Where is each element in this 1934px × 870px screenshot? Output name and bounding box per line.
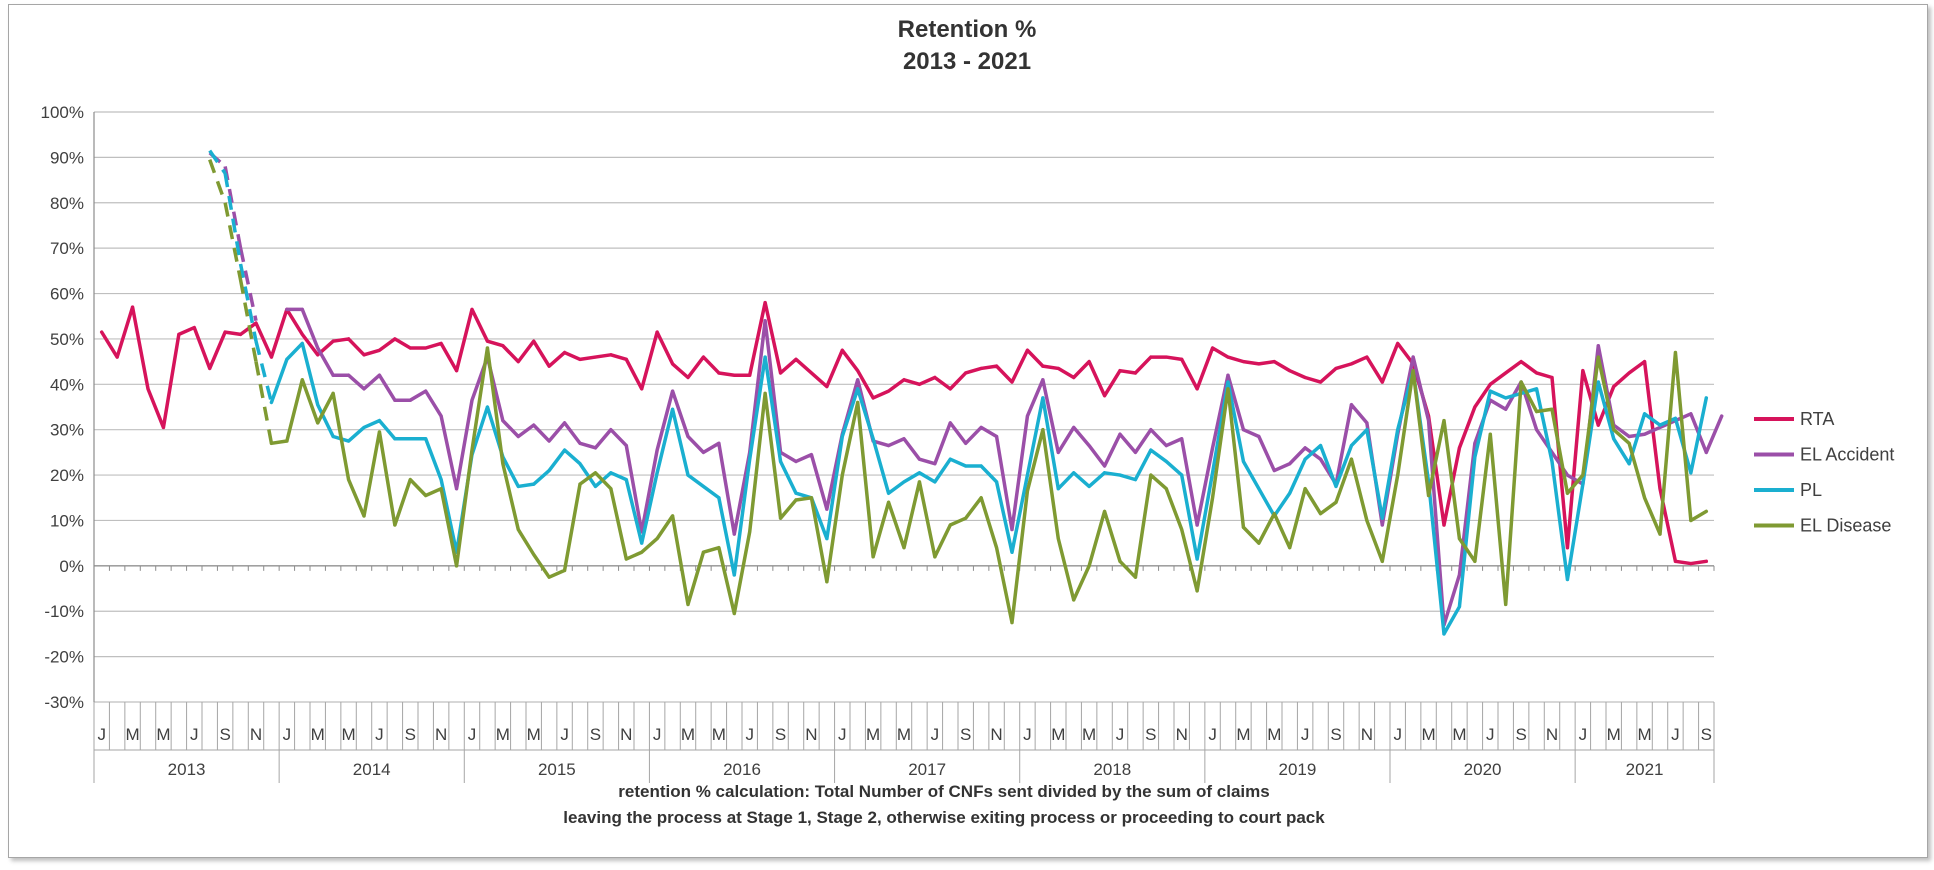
x-month-label: M [1236,725,1250,744]
footnote-line-2: leaving the process at Stage 1, Stage 2,… [563,808,1325,827]
x-year-label: 2018 [1093,760,1131,779]
x-month-label: M [897,725,911,744]
x-month-label: J [1116,725,1125,744]
x-month-label: N [1361,725,1373,744]
y-tick-label: -30% [44,693,84,712]
series-rta [99,300,1709,566]
legend: RTA EL Accident PL EL Disease [1754,409,1894,536]
x-month-label: M [496,725,510,744]
x-month-label: M [1452,725,1466,744]
x-month-label: J [1208,725,1217,744]
x-year-label: 2017 [908,760,946,779]
x-month-label: M [1051,725,1065,744]
retention-line-chart: Retention % 2013 - 2021 100% 90% 80% 70% 60%… [41,16,1895,827]
y-tick-label: 90% [50,148,84,167]
x-year-label: 2020 [1464,760,1502,779]
y-axis: 100% 90% 80% 70% 60% 50% 40% 30% 20% 10% 0% -10% -20… [41,103,95,712]
series-line [99,300,1709,566]
x-month-label: M [125,725,139,744]
x-month-label: J [375,725,384,744]
x-month-label: S [960,725,971,744]
chart-frame: Retention % 2013 - 2021 100% 90% 80% 70% 60%… [8,4,1928,858]
x-month-label: M [1082,725,1096,744]
series-el-disease [208,159,1709,625]
x-month-label: M [156,725,170,744]
x-month-label: S [219,725,230,744]
x-month-label: J [745,725,754,744]
legend-label: EL Disease [1800,516,1891,536]
y-tick-label: 20% [50,466,84,485]
series-el-accident [208,151,1724,627]
x-month-label: M [1637,725,1651,744]
y-tick-label: 80% [50,194,84,213]
legend-label: RTA [1800,409,1834,429]
series-line [269,346,1709,625]
x-month-label: N [435,725,447,744]
x-month-label: M [866,725,880,744]
x-month-label: S [1145,725,1156,744]
y-tick-label: 50% [50,330,84,349]
x-month-label: S [405,725,416,744]
x-month-label: M [527,725,541,744]
y-tick-label: 60% [50,285,84,304]
footnote-line-1: retention % calculation: Total Number of… [618,782,1269,801]
x-month-label: S [1330,725,1341,744]
x-month-label: M [1267,725,1281,744]
x-month-label: S [590,725,601,744]
x-month-label: J [1579,725,1588,744]
x-year-label: 2015 [538,760,576,779]
x-month-label: N [1546,725,1558,744]
x-month-label: J [838,725,847,744]
x-month-label: J [1671,725,1680,744]
x-month-label: M [341,725,355,744]
y-tick-label: 70% [50,239,84,258]
x-month-label: J [931,725,940,744]
y-tick-label: -10% [44,602,84,621]
y-tick-label: 100% [41,103,84,122]
y-tick-label: 40% [50,375,84,394]
x-year-label: 2014 [353,760,391,779]
series-dashed-line [208,149,274,403]
x-month-label: N [805,725,817,744]
x-year-label: 2021 [1626,760,1664,779]
x-month-label: J [560,725,569,744]
y-tick-label: 10% [50,511,84,530]
legend-label: EL Accident [1800,445,1894,465]
x-month-label: M [1607,725,1621,744]
x-month-label: M [712,725,726,744]
x-month-label: N [1176,725,1188,744]
x-month-label: J [1301,725,1310,744]
x-month-label: J [1393,725,1402,744]
x-month-label: J [283,725,292,744]
x-year-label: 2016 [723,760,761,779]
x-month-label: N [250,725,262,744]
series-line [269,341,1709,636]
x-month-label: M [681,725,695,744]
x-month-label: J [468,725,477,744]
x-month-label: M [1421,725,1435,744]
chart-title: Retention % [898,16,1037,43]
x-month-label: N [990,725,1002,744]
x-month-label: J [1023,725,1032,744]
x-month-label: M [311,725,325,744]
y-tick-label: 0% [59,557,84,576]
x-month-label: J [653,725,662,744]
x-month-label: J [190,725,199,744]
y-tick-label: 30% [50,421,84,440]
x-year-label: 2013 [168,760,206,779]
chart-subtitle: 2013 - 2021 [903,48,1031,75]
x-year-label: 2019 [1279,760,1317,779]
x-month-label: S [1515,725,1526,744]
x-month-label: J [1486,725,1495,744]
y-tick-label: -20% [44,648,84,667]
legend-label: PL [1800,480,1822,500]
series-pl [208,149,1709,636]
x-month-label: S [1701,725,1712,744]
x-month-label: J [97,725,106,744]
x-month-label: N [620,725,632,744]
x-month-label: S [775,725,786,744]
series-lines [99,149,1724,636]
